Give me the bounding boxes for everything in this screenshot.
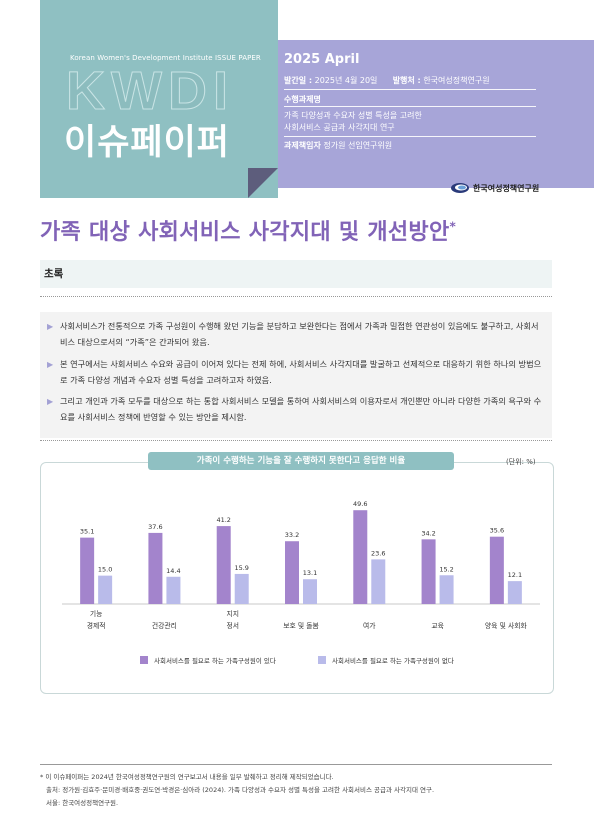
meta-divider xyxy=(284,106,536,107)
category-label: 경제적 xyxy=(87,621,106,630)
bar-without-need xyxy=(166,576,181,604)
footnote-line-1: * 이 이슈페이퍼는 2024년 한국여성정책연구원의 연구보고서 내용을 일부… xyxy=(40,773,334,781)
bar-value-label: 35.6 xyxy=(490,527,504,535)
bar-value-label: 33.2 xyxy=(285,531,299,539)
bar-with-need xyxy=(148,532,163,604)
page-title-text: 가족 대상 사회서비스 사각지대 및 개선방안 xyxy=(40,220,450,245)
bar-value-label: 14.4 xyxy=(166,567,180,575)
category-label: 정서 xyxy=(226,621,239,630)
category-label: 건강관리 xyxy=(152,621,177,630)
bar-value-label: 13.1 xyxy=(303,569,317,577)
bar-without-need xyxy=(371,559,386,604)
abstract-item: ▶ 사회서비스가 전통적으로 가족 구성원이 수행해 왔던 기능을 분담하고 보… xyxy=(47,319,546,350)
abstract-item-text: 사회서비스가 전통적으로 가족 구성원이 수행해 왔던 기능을 분담하고 보완한… xyxy=(60,321,539,347)
institute-name: 한국여성정책연구원 xyxy=(473,184,540,193)
bar-without-need xyxy=(303,579,317,604)
project-lead: 과제책임자 정가원 선임연구위원 xyxy=(284,140,392,151)
chart-title: 가족이 수행하는 기능을 잘 수행하지 못한다고 응답한 비율 xyxy=(148,452,454,470)
bar-with-need xyxy=(80,537,95,604)
publisher-label: 발행처 : xyxy=(392,76,421,85)
category-label: 기능 xyxy=(90,609,103,618)
abstract-item-text: 그리고 개인과 가족 모두를 대상으로 하는 통합 사회서비스 모델을 통하여 … xyxy=(60,396,542,422)
pub-date-label: 발간일 : xyxy=(284,76,313,85)
category-label: 양육 및 사회화 xyxy=(485,621,528,630)
category-label: 여가 xyxy=(363,621,376,630)
category-label: 교육 xyxy=(431,622,444,630)
dotted-divider xyxy=(40,296,552,297)
footnote-divider xyxy=(40,764,552,765)
publisher-value: 한국여성정책연구원 xyxy=(423,76,490,85)
lead-label: 과제책임자 xyxy=(284,141,321,150)
project-line-2: 사회서비스 공급과 사각지대 연구 xyxy=(284,123,395,132)
project-line-1: 가족 다양성과 수요자 성별 특성을 고려한 xyxy=(284,111,422,120)
series-title: 이슈페이퍼 xyxy=(64,123,231,163)
abstract-item: ▶ 그리고 개인과 가족 모두를 대상으로 하는 통합 사회서비스 모델을 통하… xyxy=(47,394,546,425)
bar-without-need xyxy=(507,581,522,604)
bar-value-label: 15.2 xyxy=(439,565,453,573)
bar-value-label: 15.0 xyxy=(98,566,112,574)
footnote-line-2: 출처: 정가원·김효주·문미경·배호중·권도연·박경은·심아라 (2024). … xyxy=(46,786,435,794)
bar-value-label: 41.2 xyxy=(216,516,230,524)
category-label: 지지 xyxy=(226,609,239,618)
issue-paper-caption: Korean Women's Development Institute ISS… xyxy=(70,54,261,62)
bar-value-label: 49.6 xyxy=(353,500,367,508)
meta-divider xyxy=(284,89,536,90)
issue-date: 2025 April xyxy=(284,52,360,67)
bar-value-label: 23.6 xyxy=(371,549,385,557)
bar-with-need xyxy=(353,510,368,604)
page-title: 가족 대상 사회서비스 사각지대 및 개선방안* xyxy=(40,214,456,246)
bar-with-need xyxy=(489,536,504,604)
legend-swatch xyxy=(140,656,148,664)
chart-unit: (단위: %) xyxy=(506,458,536,466)
legend-swatch xyxy=(318,656,326,664)
bar-with-need xyxy=(285,541,299,604)
abstract-item: ▶ 본 연구에서는 사회서비스 수요와 공급이 이어져 있다는 전제 하에, 사… xyxy=(47,357,546,388)
page-fold-corner xyxy=(248,168,278,198)
bullet-triangle-icon: ▶ xyxy=(47,360,54,369)
bar-with-need xyxy=(421,539,436,604)
meta-divider xyxy=(284,136,536,137)
header-teal-panel xyxy=(40,0,278,198)
bar-value-label: 15.9 xyxy=(234,564,248,572)
pub-date-value: 2025년 4월 20일 xyxy=(314,76,378,85)
bar-without-need xyxy=(234,573,249,604)
institute-logo-icon xyxy=(451,183,469,193)
bar-value-label: 12.1 xyxy=(508,571,522,579)
bar-without-need xyxy=(439,575,454,604)
bar-value-label: 37.6 xyxy=(148,523,162,531)
legend-label: 사회서비스를 필요로 하는 가족구성원이 있다 xyxy=(154,656,276,665)
legend-label: 사회서비스를 필요로 하는 가족구성원이 없다 xyxy=(332,656,454,665)
bullet-triangle-icon: ▶ xyxy=(47,322,54,331)
category-label: 보호 및 돌봄 xyxy=(283,622,319,630)
bar-value-label: 34.2 xyxy=(421,529,435,537)
abstract-item-text: 본 연구에서는 사회서비스 수요와 공급이 이어져 있다는 전제 하에, 사회서… xyxy=(60,359,542,385)
abstract-label: 초록 xyxy=(44,268,64,280)
bar-with-need xyxy=(216,526,231,604)
abstract-header-bar xyxy=(40,260,552,288)
kwdi-logo: KWDI xyxy=(66,61,234,121)
abstract-bullets: ▶ 사회서비스가 전통적으로 가족 구성원이 수행해 왔던 기능을 분담하고 보… xyxy=(40,312,552,438)
project-label: 수행과제명 xyxy=(284,95,321,104)
publication-meta: 발간일 : 2025년 4월 20일 발행처 : 한국여성정책연구원 xyxy=(284,75,490,86)
bullet-triangle-icon: ▶ xyxy=(47,397,54,406)
bar-without-need xyxy=(98,575,113,604)
bar-value-label: 35.1 xyxy=(80,528,94,536)
title-footnote-mark: * xyxy=(449,219,457,234)
lead-value: 정가원 선임연구위원 xyxy=(323,141,393,150)
dotted-divider xyxy=(40,440,552,441)
footnote-line-3: 서울: 한국여성정책연구원. xyxy=(46,799,119,807)
